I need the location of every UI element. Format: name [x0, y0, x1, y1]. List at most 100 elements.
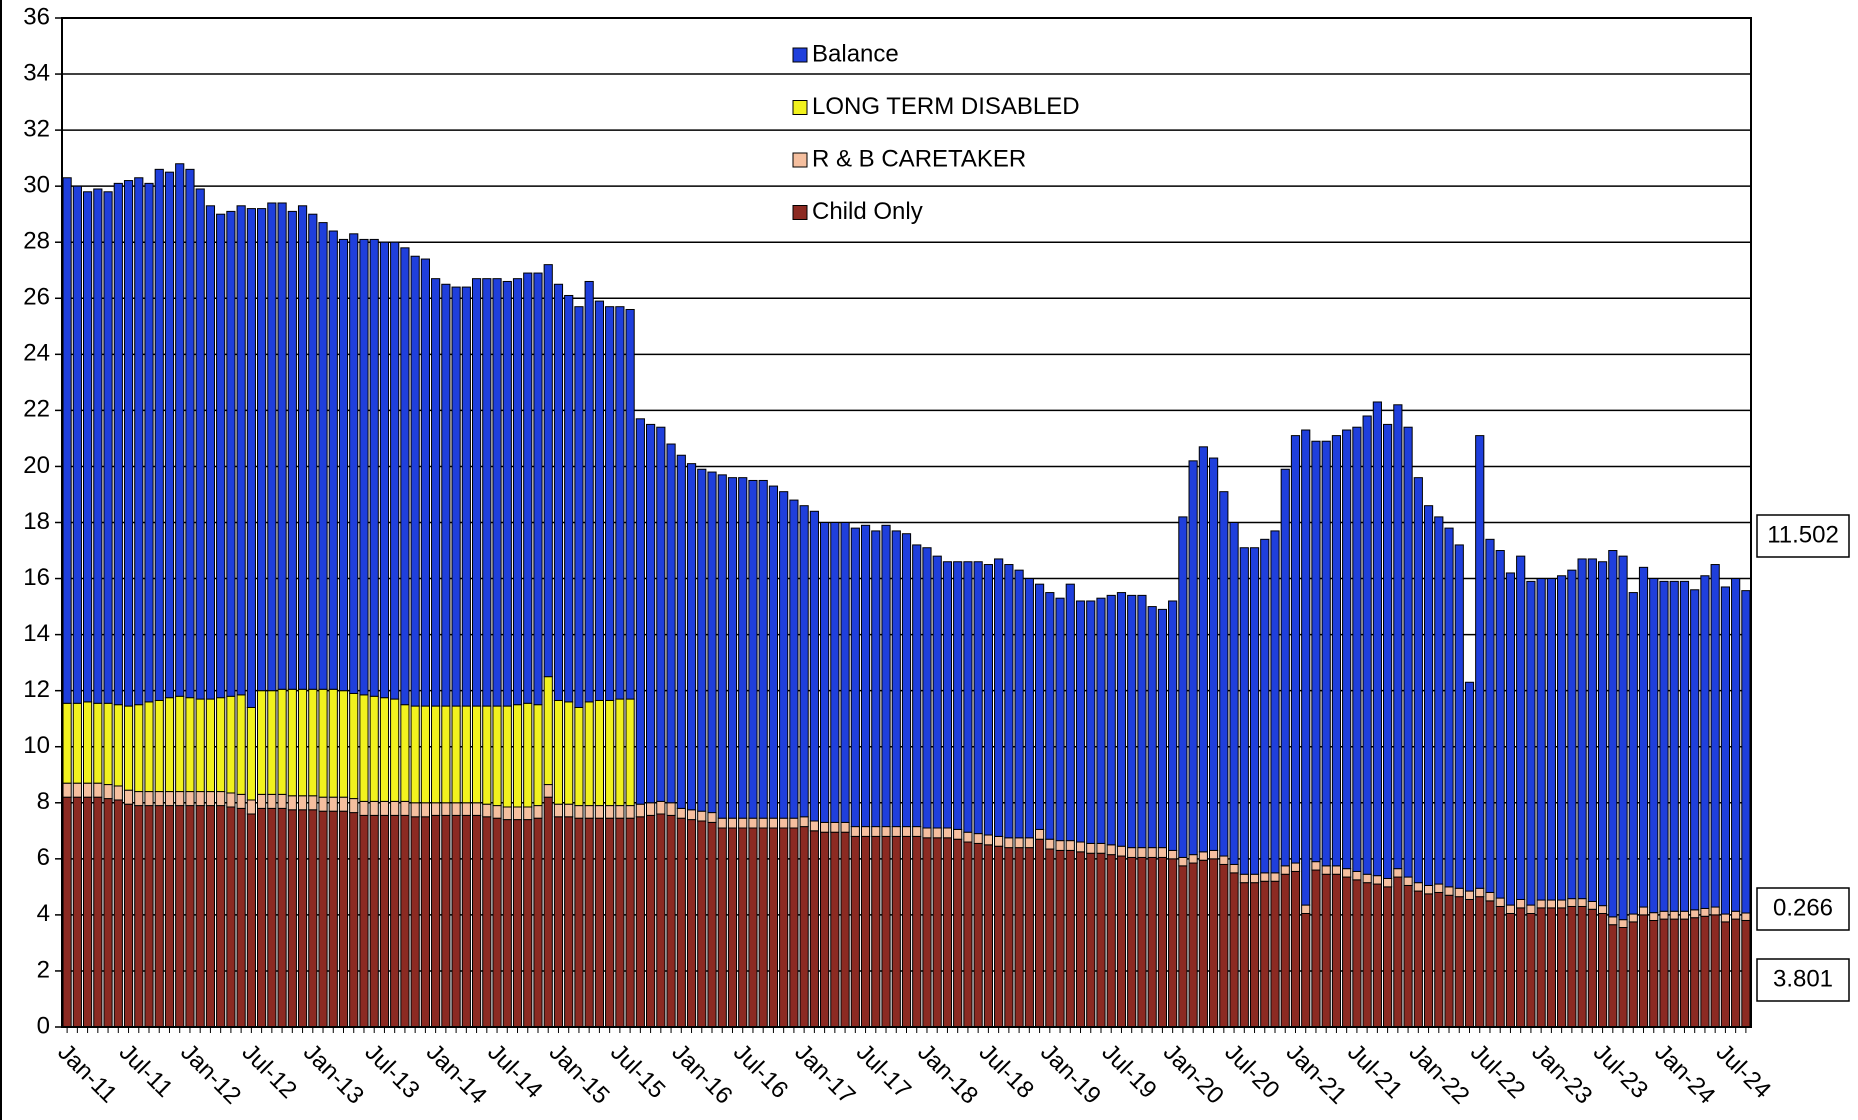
bar-segment [1127, 594, 1137, 849]
y-tick-label: 32 [23, 115, 50, 142]
bar-segment [748, 817, 758, 829]
bar-segment [676, 454, 686, 809]
bar-segment [277, 688, 287, 795]
bar-segment [318, 810, 328, 1028]
bar-segment [164, 805, 175, 1028]
legend-swatch [792, 152, 808, 168]
bar-segment [871, 835, 881, 1028]
bar-segment [1352, 870, 1362, 881]
bar-segment [799, 826, 809, 1028]
bar-segment [942, 561, 953, 829]
bar-segment [1393, 404, 1403, 870]
bar-segment [645, 423, 656, 804]
bar-segment [1669, 910, 1679, 920]
bar-segment [1669, 918, 1679, 1028]
bar-segment [369, 814, 379, 1028]
bar-segment [1239, 882, 1249, 1028]
bar-segment [860, 826, 871, 837]
bar-segment [1485, 900, 1495, 1028]
bar-segment [451, 814, 461, 1028]
y-tick-label: 28 [23, 228, 50, 255]
bar-segment [164, 171, 175, 699]
bar-segment [523, 702, 533, 808]
bar-segment [789, 827, 799, 1028]
bar-segment [1434, 883, 1444, 893]
bar-segment [799, 505, 809, 818]
bar-segment [738, 477, 748, 819]
bar-segment [1597, 561, 1608, 907]
bar-segment [553, 803, 564, 818]
legend-label: R & B CARETAKER [812, 145, 1026, 172]
bar-segment [441, 814, 451, 1028]
x-tick-label: Jan-15 [544, 1039, 615, 1110]
bar-segment [615, 306, 625, 700]
bar-segment [564, 701, 574, 805]
bar-segment [1393, 868, 1403, 878]
bar-segment [72, 782, 82, 798]
bar-segment [1290, 435, 1301, 864]
bar-segment [1198, 851, 1208, 861]
bar-segment [1403, 884, 1413, 1028]
bar-segment [1587, 558, 1597, 902]
bar-segment [758, 479, 768, 819]
bar-segment [471, 802, 482, 816]
bar-segment [236, 694, 246, 795]
bar-segment [727, 477, 738, 819]
bar-segment [973, 842, 983, 1028]
legend-swatch [792, 205, 808, 220]
x-tick-label: Jul-19 [1096, 1039, 1161, 1104]
bar-segment [1372, 875, 1382, 885]
bar-segment [994, 558, 1004, 837]
x-tick-label: Jan-19 [1035, 1039, 1106, 1110]
bar-segment [1055, 849, 1065, 1028]
bar-segment [502, 280, 512, 707]
bar-segment [410, 705, 420, 804]
bar-segment [400, 247, 410, 706]
bar-segment [1608, 924, 1618, 1028]
bar-segment [297, 205, 308, 690]
bar-segment [605, 805, 615, 819]
bar-segment [195, 698, 205, 793]
bar-segment [686, 463, 697, 811]
bar-segment [72, 796, 82, 1028]
y-tick-label: 14 [23, 620, 50, 647]
bar-segment [891, 826, 901, 837]
bar-segment [1383, 877, 1393, 888]
bar-segment [1505, 572, 1516, 906]
bar-segment [1649, 919, 1659, 1028]
x-tick-label: Jul-11 [114, 1039, 178, 1103]
bar-segment [277, 807, 287, 1028]
bar-segment [1229, 522, 1239, 865]
bar-segment [768, 827, 779, 1028]
bar-segment [216, 805, 226, 1028]
bar-segment [922, 547, 932, 829]
bar-segment [779, 817, 789, 829]
bar-segment [502, 819, 512, 1028]
bar-segment [1454, 887, 1464, 898]
bar-segment [932, 837, 942, 1028]
bar-segment [512, 806, 523, 821]
bar-segment [195, 791, 205, 807]
bar-segment [1423, 505, 1434, 886]
bar-segment [564, 803, 574, 818]
bar-segment [267, 807, 277, 1028]
bar-segment [1280, 865, 1290, 875]
bar-segment [62, 782, 72, 798]
bar-segment [615, 805, 625, 819]
bar-segment [1352, 426, 1362, 872]
bar-segment [154, 805, 164, 1028]
value-label: 0.266 [1773, 894, 1833, 921]
bar-segment [123, 705, 134, 791]
bar-segment [113, 182, 123, 706]
bar-segment [420, 258, 430, 707]
bar-segment [1096, 842, 1106, 854]
bar-segment [369, 695, 379, 802]
bar-segment [512, 704, 523, 808]
bar-segment [1045, 848, 1055, 1028]
bar-segment [676, 807, 686, 819]
bar-segment [205, 791, 216, 807]
bar-segment [953, 828, 963, 840]
bar-segment [1249, 882, 1260, 1028]
bar-segment [1024, 837, 1034, 849]
bar-segment [523, 806, 533, 821]
